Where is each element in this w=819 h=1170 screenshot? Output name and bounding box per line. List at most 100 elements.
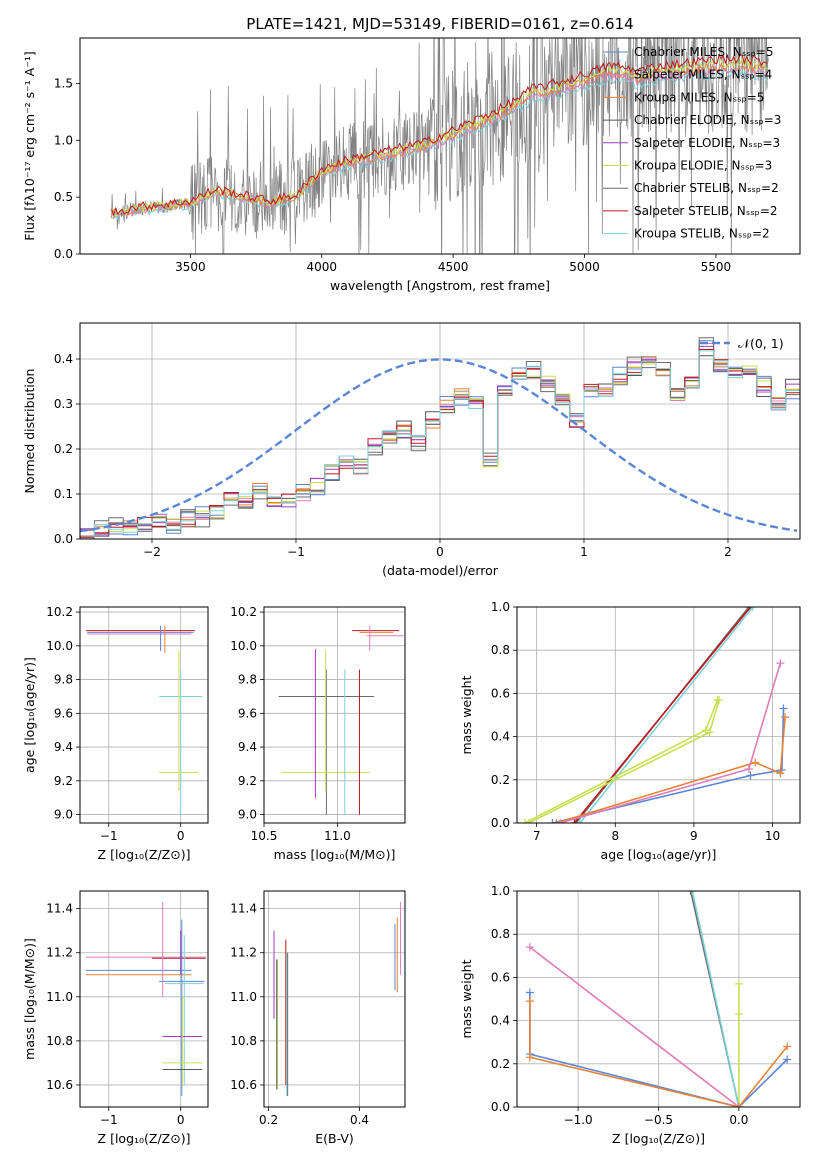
y-tick-label: 1.0: [491, 884, 510, 898]
x-tick-label: 8: [611, 829, 619, 843]
y-tick-label: 0.1: [54, 487, 73, 501]
y-axis-label: Normed distribution: [22, 369, 37, 494]
x-tick-label: 0: [436, 545, 444, 559]
histogram-salpeter-elodie: [80, 345, 800, 534]
panel-spectrum: 3500 4000 4500 5000 5500 0.0 0.5 1.0 1.5 waveleng…: [22, 37, 801, 293]
data-point: [548, 819, 557, 823]
plot-area: [111, 38, 769, 254]
data-point: [552, 819, 561, 823]
y-tick-label: 0.4: [491, 730, 510, 744]
y-tick-label: 1.0: [491, 600, 510, 614]
y-tick-label: 9.8: [238, 673, 257, 687]
y-axis-label: mass weight: [459, 959, 474, 1038]
y-tick-label: 9.0: [238, 808, 257, 822]
axes-frame: [263, 890, 406, 1108]
plot-area: [85, 625, 203, 815]
y-tick-label: 0.8: [491, 643, 510, 657]
y-axis-label: Flux [fλ10⁻¹⁷ erg cm⁻² s⁻¹ A⁻¹]: [22, 51, 37, 240]
series-line: [524, 699, 719, 823]
plot-area: [278, 625, 404, 815]
y-tick-label: 0.4: [54, 352, 73, 366]
y-tick-label: 0.4: [491, 1014, 510, 1028]
y-tick-label: 10.8: [46, 1034, 73, 1048]
x-tick-label: −2: [143, 545, 161, 559]
data-point: [575, 819, 584, 823]
y-tick-label: 0.0: [54, 247, 73, 261]
y-axis-label: mass weight: [459, 675, 474, 754]
data-point: [556, 819, 565, 823]
data-point: [746, 771, 755, 780]
x-tick-label: 10.5: [251, 829, 278, 843]
panel-mass-weight-vs-age: 7 8 9 10 0.0 0.2 0.4 0.6 0.8 1.0 age [log₁₀(age/yr…: [459, 600, 801, 862]
legend-label: Kroupa STELIB, Nₛₛₚ=2: [634, 227, 770, 241]
y-tick-label: 10.0: [46, 639, 73, 653]
data-point: [744, 765, 753, 773]
x-tick-label: 0: [177, 1113, 185, 1127]
y-tick-label: 0.0: [491, 816, 510, 830]
y-tick-label: 11.4: [46, 902, 73, 916]
y-tick-label: 10.2: [230, 605, 257, 619]
y-tick-label: 0.2: [491, 1057, 510, 1071]
y-tick-label: 0.0: [54, 532, 73, 546]
y-tick-label: 10.0: [230, 639, 257, 653]
legend-label: 𝒩(0, 1): [738, 336, 784, 351]
y-tick-label: 9.2: [54, 774, 73, 788]
y-tick-label: 9.2: [238, 774, 257, 788]
histogram-kroupa-miles: [80, 348, 800, 531]
legend-label: Kroupa MILES, Nₛₛₚ=5: [634, 90, 764, 104]
x-tick-label: 0.4: [350, 1113, 369, 1127]
y-tick-label: 0.5: [54, 190, 73, 204]
y-tick-label: 9.0: [54, 808, 73, 822]
data-point: [570, 819, 579, 823]
y-tick-label: 11.4: [230, 902, 257, 916]
plot-area: [273, 902, 401, 1096]
x-tick-label: 1: [580, 545, 588, 559]
data-point: [524, 819, 533, 823]
observed-spectrum: [111, 38, 769, 254]
x-tick-label: 4500: [438, 260, 469, 274]
histogram-salpeter-miles: [80, 343, 800, 535]
legend-label: Chabrier MILES, Nₛₛₚ=5: [634, 45, 774, 59]
legend-label: Chabrier ELODIE, Nₛₛₚ=3: [634, 113, 781, 127]
legend-label: Salpeter MILES, Nₛₛₚ=4: [634, 68, 772, 82]
x-tick-label: 9: [690, 829, 698, 843]
histogram-chabrier-miles: [80, 340, 800, 539]
panel-age-vs-mass: 10.5 11.0 9.0 9.2 9.4 9.6 9.8 10.0 10.2 mass [log…: [230, 605, 406, 862]
data-point: [776, 659, 785, 668]
data-point: [520, 819, 529, 823]
y-tick-label: 9.6: [54, 706, 73, 720]
series-line: [529, 946, 740, 1107]
data-point: [734, 979, 743, 988]
y-tick-label: 0.6: [491, 686, 510, 700]
panel-mass-vs-ebv: 0.2 0.4 10.6 10.8 11.0 11.2 11.4 E(B-V): [230, 890, 406, 1146]
axes-frame: [516, 890, 801, 1108]
y-tick-label: 0.2: [54, 442, 73, 456]
y-tick-label: 10.8: [230, 1034, 257, 1048]
data-point: [776, 769, 785, 778]
x-tick-label: 2: [724, 545, 732, 559]
y-tick-label: 11.2: [46, 946, 73, 960]
x-axis-label: E(B-V): [315, 1131, 354, 1146]
x-tick-label: −1: [100, 1113, 118, 1127]
normal-curve: [80, 358, 798, 533]
data-point: [705, 728, 714, 737]
data-point: [783, 1042, 792, 1051]
data-point: [525, 943, 534, 952]
y-tick-label: 0.0: [491, 1100, 510, 1114]
legend-label: Salpeter STELIB, Nₛₛₚ=2: [634, 204, 778, 218]
data-point: [779, 704, 788, 713]
axes-frame: [79, 890, 209, 1108]
y-tick-label: 9.8: [54, 673, 73, 687]
plot-area: [80, 337, 800, 539]
data-point: [734, 1010, 743, 1019]
panel-mass-vs-z: −1 0 10.6 10.8 11.0 11.2 11.4 Z [log₁₀(Z/Z⊙)] ma…: [22, 890, 209, 1146]
x-tick-label: −1.0: [564, 1113, 593, 1127]
data-point: [525, 988, 534, 997]
x-axis-label: age [log₁₀(age/yr)]: [601, 847, 717, 862]
data-point: [748, 607, 757, 611]
axes-frame: [516, 606, 801, 824]
x-tick-label: −1: [100, 829, 118, 843]
histogram-salpeter-stelib: [80, 349, 800, 539]
y-tick-label: 10.6: [230, 1078, 257, 1092]
y-tick-label: 9.4: [54, 740, 73, 754]
